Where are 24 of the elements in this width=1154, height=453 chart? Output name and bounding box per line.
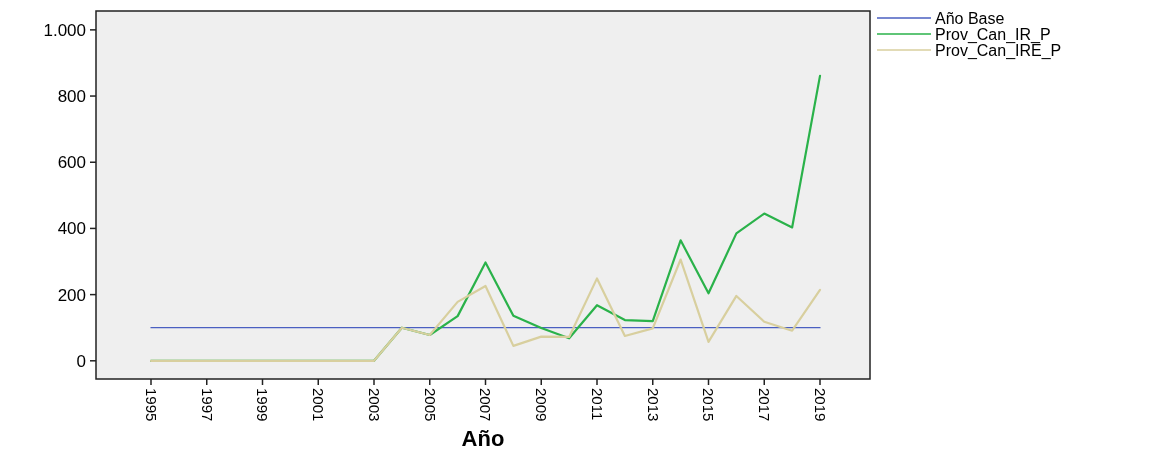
x-tick-label: 2005 (421, 388, 439, 422)
y-tick-label: 400 (57, 219, 86, 239)
y-tick-label: 1.000 (43, 20, 86, 40)
legend-label: Prov_Can_IRE_P (935, 41, 1062, 60)
x-tick-label: 2001 (310, 388, 327, 422)
y-tick-label: 600 (57, 153, 86, 173)
y-tick-label: 200 (57, 285, 86, 305)
x-tick-label: 1997 (198, 388, 216, 422)
x-tick-label: 2013 (644, 388, 662, 422)
x-tick-label: 1995 (142, 388, 160, 422)
legend-label: Prov_Can_IR_P (935, 25, 1051, 44)
x-tick-label: 2017 (756, 388, 773, 422)
x-tick-label: 2015 (700, 388, 718, 422)
legend-label: Año Base (935, 9, 1005, 27)
line-series (149, 258, 822, 362)
x-tick-label: 2003 (365, 388, 383, 422)
x-tick-label: 2011 (588, 388, 606, 421)
y-tick-label: 0 (76, 351, 86, 371)
x-tick-label: 2019 (811, 388, 829, 422)
x-tick-label: 1999 (254, 388, 272, 422)
x-tick-label: 2009 (533, 388, 550, 422)
y-tick-label: 800 (57, 87, 86, 106)
x-tick-label: 2007 (477, 388, 495, 422)
x-axis-title: Año (461, 426, 505, 451)
